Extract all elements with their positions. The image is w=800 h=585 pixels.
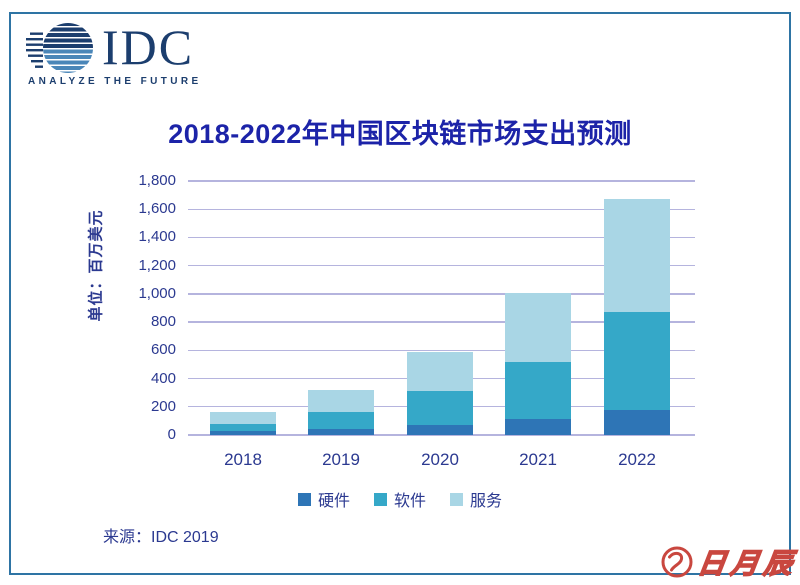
legend-item-hardware: 硬件 bbox=[297, 487, 350, 511]
bar-segment-hardware-2020 bbox=[407, 425, 473, 435]
x-axis-label-2021: 2021 bbox=[519, 450, 557, 469]
gridline bbox=[188, 293, 695, 295]
bar-segment-hardware-2021 bbox=[505, 419, 571, 435]
legend-label: 硬件 bbox=[317, 493, 350, 510]
legend: 硬件 软件 服务 bbox=[0, 487, 800, 511]
idc-tagline: ANALYZE THE FUTURE bbox=[28, 76, 202, 87]
watermark: 日月辰 bbox=[659, 542, 800, 582]
y-tick-label: 600 bbox=[150, 341, 176, 359]
y-tick-label: 200 bbox=[150, 397, 176, 415]
plot-area bbox=[188, 180, 695, 436]
y-tick-label: 1,800 bbox=[138, 172, 176, 189]
gridline bbox=[188, 208, 695, 210]
bar-segment-services-2018 bbox=[210, 412, 276, 424]
bar-segment-services-2021 bbox=[505, 293, 571, 362]
idc-logo-text: IDC bbox=[102, 19, 195, 75]
bar-segment-software-2022 bbox=[604, 312, 670, 411]
watermark-circle-icon bbox=[661, 546, 693, 578]
bar-segment-software-2020 bbox=[407, 391, 473, 426]
bar-segment-software-2021 bbox=[505, 361, 571, 420]
y-tick-label: 800 bbox=[150, 313, 176, 331]
y-tick-label: 400 bbox=[150, 369, 176, 387]
bar-segment-hardware-2019 bbox=[308, 429, 374, 435]
bar-segment-services-2020 bbox=[407, 351, 473, 392]
y-tick-label: 0 bbox=[167, 426, 176, 443]
y-tick-label: 1,200 bbox=[138, 256, 176, 274]
legend-item-software: 软件 bbox=[373, 487, 426, 511]
bar-segment-software-2018 bbox=[210, 423, 276, 432]
bar-segment-services-2022 bbox=[604, 199, 670, 313]
software-swatch-icon bbox=[373, 492, 387, 506]
gridline bbox=[188, 180, 695, 182]
gridline bbox=[188, 264, 695, 267]
services-swatch-icon bbox=[450, 492, 463, 506]
watermark-text: 日月辰 bbox=[695, 547, 800, 580]
bar-segment-hardware-2018 bbox=[210, 431, 276, 435]
bar-segment-hardware-2022 bbox=[604, 410, 670, 435]
idc-logo: IDC bbox=[26, 22, 194, 76]
y-tick-label: 1,600 bbox=[138, 200, 176, 218]
gridline bbox=[188, 321, 695, 323]
x-axis-label-2020: 2020 bbox=[421, 450, 459, 469]
x-axis-label-2022: 2022 bbox=[618, 450, 656, 469]
source-note: 来源：IDC 2019 bbox=[103, 529, 219, 546]
idc-globe-icon bbox=[26, 23, 93, 73]
x-axis-label-2019: 2019 bbox=[322, 450, 360, 469]
hardware-swatch-icon bbox=[297, 492, 311, 506]
legend-label: 服务 bbox=[470, 493, 503, 510]
legend-item-services: 服务 bbox=[450, 487, 502, 511]
y-tick-label: 1,000 bbox=[138, 284, 176, 302]
page-title: 2018-2022年中国区块链市场支出预测 bbox=[168, 119, 632, 149]
bar-segment-services-2019 bbox=[308, 389, 374, 412]
bar-segment-software-2019 bbox=[308, 411, 374, 430]
x-axis-label-2018: 2018 bbox=[224, 450, 262, 469]
gridline bbox=[188, 236, 695, 239]
gridline bbox=[188, 349, 695, 352]
y-tick-label: 1,400 bbox=[138, 228, 176, 246]
legend-label: 软件 bbox=[393, 493, 426, 510]
